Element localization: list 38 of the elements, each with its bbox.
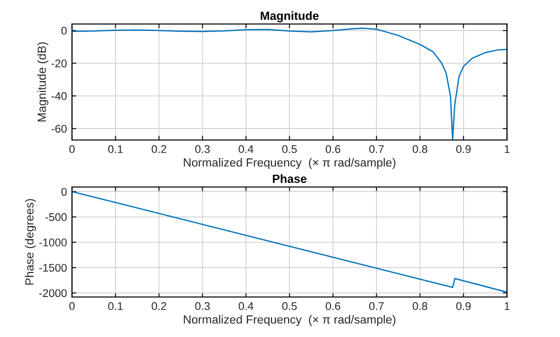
x-tick-label: 0.3	[195, 145, 210, 154]
chart-title: Phase	[272, 174, 306, 183]
x-tick-label: 0.8	[412, 145, 428, 154]
x-tick-label: 0.8	[412, 302, 428, 310]
x-tick-label: 0.6	[326, 145, 340, 154]
y-tick-label: -2000	[39, 289, 67, 298]
x-axis-title: Normalized Frequency (× π rad/sample)	[184, 158, 396, 169]
x-tick-label: 0.5	[282, 302, 297, 310]
x-tick-label: 0	[69, 145, 75, 154]
x-tick-label: 0.5	[282, 145, 297, 154]
x-tick-label: 0.4	[238, 302, 254, 310]
x-tick-label: 0.7	[369, 145, 384, 154]
y-tick-label: -500	[45, 213, 67, 222]
y-tick-label: 0	[61, 26, 67, 35]
y-tick-label: 0	[61, 188, 67, 196]
x-tick-label: 0.3	[195, 302, 210, 310]
y-tick-label: -1000	[39, 238, 67, 246]
x-tick-label: 0.9	[456, 145, 471, 154]
x-tick-label: 0	[69, 302, 75, 310]
x-tick-label: 1	[504, 145, 510, 153]
x-tick-label: 0.2	[152, 302, 166, 310]
y-tick-label: -1500	[39, 264, 67, 272]
x-axis-title: Normalized Frequency (× π rad/sample)	[184, 314, 396, 326]
x-tick-label: 0.9	[456, 302, 471, 310]
y-axis-title: Magnitude (dB)	[37, 42, 48, 122]
x-tick-label: 0.4	[238, 145, 254, 154]
y-axis-title: Phase (degrees)	[24, 199, 36, 285]
y-tick-label: -60	[52, 124, 67, 133]
x-tick-label: 0.7	[369, 302, 384, 310]
y-tick-label: -40	[52, 92, 67, 100]
line-series	[72, 190, 507, 293]
x-tick-label: 0.1	[108, 302, 123, 310]
x-tick-label: 0.2	[152, 145, 166, 154]
x-tick-label: 0.6	[326, 302, 340, 310]
x-tick-label: 0.1	[108, 145, 123, 154]
y-tick-label: -20	[52, 59, 67, 68]
x-tick-label: 1	[504, 302, 510, 310]
chart-title: Magnitude	[260, 11, 319, 22]
